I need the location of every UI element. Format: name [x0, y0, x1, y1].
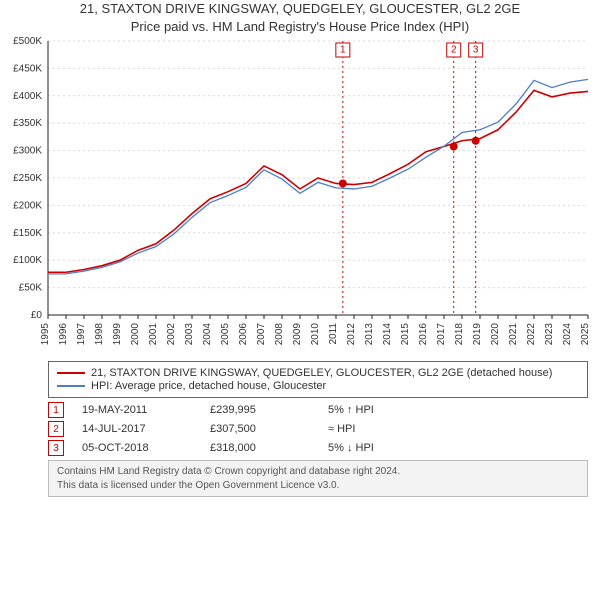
event-date: 05-OCT-2018 — [82, 442, 192, 454]
event-note: 5% ↓ HPI — [328, 442, 588, 454]
svg-text:2008: 2008 — [274, 323, 285, 346]
svg-text:2001: 2001 — [148, 323, 159, 346]
svg-text:1995: 1995 — [40, 323, 51, 346]
svg-text:2014: 2014 — [382, 323, 393, 346]
svg-text:£250K: £250K — [13, 173, 42, 184]
svg-text:£0: £0 — [31, 310, 43, 321]
title-line-1: 21, STAXTON DRIVE KINGSWAY, QUEDGELEY, G… — [0, 0, 600, 18]
svg-text:1999: 1999 — [112, 323, 123, 346]
event-number-box: 1 — [48, 402, 64, 418]
svg-text:2024: 2024 — [562, 323, 573, 346]
legend-swatch — [57, 372, 85, 374]
svg-text:1: 1 — [340, 45, 346, 56]
svg-text:2013: 2013 — [364, 323, 375, 346]
svg-text:2023: 2023 — [544, 323, 555, 346]
event-note: ≈ HPI — [328, 423, 588, 435]
event-date: 19-MAY-2011 — [82, 404, 192, 416]
svg-text:2006: 2006 — [238, 323, 249, 346]
chart-svg: £0 £50K £100K £150K £200K £250K £300K £350K £400… — [0, 35, 600, 355]
svg-text:2002: 2002 — [166, 323, 177, 346]
legend-label: 21, STAXTON DRIVE KINGSWAY, QUEDGELEY, G… — [91, 367, 552, 379]
svg-text:2: 2 — [451, 45, 457, 56]
svg-text:2010: 2010 — [310, 323, 321, 346]
svg-text:£50K: £50K — [19, 283, 43, 294]
event-row: 2 14-JUL-2017 £307,500 ≈ HPI — [48, 421, 588, 437]
svg-text:2003: 2003 — [184, 323, 195, 346]
svg-text:2000: 2000 — [130, 323, 141, 346]
event-number-box: 3 — [48, 440, 64, 456]
event-note: 5% ↑ HPI — [328, 404, 588, 416]
svg-text:2011: 2011 — [328, 323, 339, 345]
svg-text:2019: 2019 — [472, 323, 483, 346]
legend-row: HPI: Average price, detached house, Glou… — [57, 380, 579, 392]
svg-text:2022: 2022 — [526, 323, 537, 346]
svg-text:2004: 2004 — [202, 323, 213, 346]
event-row: 3 05-OCT-2018 £318,000 5% ↓ HPI — [48, 440, 588, 456]
svg-text:£450K: £450K — [13, 63, 42, 74]
event-number-box: 2 — [48, 421, 64, 437]
svg-text:£350K: £350K — [13, 118, 42, 129]
legend-box: 21, STAXTON DRIVE KINGSWAY, QUEDGELEY, G… — [48, 361, 588, 398]
svg-text:£100K: £100K — [13, 255, 42, 266]
svg-text:£200K: £200K — [13, 200, 42, 211]
svg-text:2009: 2009 — [292, 323, 303, 346]
svg-text:1997: 1997 — [76, 323, 87, 346]
title-line-2: Price paid vs. HM Land Registry's House … — [0, 18, 600, 36]
svg-text:2020: 2020 — [490, 323, 501, 346]
event-price: £318,000 — [210, 442, 310, 454]
chart-area: £0 £50K £100K £150K £200K £250K £300K £350K £400… — [0, 35, 600, 355]
svg-text:£400K: £400K — [13, 91, 42, 102]
svg-text:2007: 2007 — [256, 323, 267, 346]
svg-text:2021: 2021 — [508, 323, 519, 346]
event-date: 14-JUL-2017 — [82, 423, 192, 435]
svg-text:2018: 2018 — [454, 323, 465, 346]
svg-text:£300K: £300K — [13, 146, 42, 157]
event-row: 1 19-MAY-2011 £239,995 5% ↑ HPI — [48, 402, 588, 418]
svg-text:2017: 2017 — [436, 323, 447, 346]
legend-label: HPI: Average price, detached house, Glou… — [91, 380, 326, 392]
svg-text:1996: 1996 — [58, 323, 69, 346]
svg-text:2025: 2025 — [580, 323, 591, 346]
legend-swatch — [57, 385, 85, 387]
svg-text:£150K: £150K — [13, 228, 42, 239]
svg-text:2012: 2012 — [346, 323, 357, 346]
event-price: £239,995 — [210, 404, 310, 416]
footer-line-2: This data is licensed under the Open Gov… — [57, 479, 579, 493]
svg-text:2005: 2005 — [220, 323, 231, 346]
svg-text:2015: 2015 — [400, 323, 411, 346]
legend-row: 21, STAXTON DRIVE KINGSWAY, QUEDGELEY, G… — [57, 367, 579, 379]
svg-text:£500K: £500K — [13, 36, 42, 47]
svg-text:2016: 2016 — [418, 323, 429, 346]
event-price: £307,500 — [210, 423, 310, 435]
svg-text:1998: 1998 — [94, 323, 105, 346]
footer-box: Contains HM Land Registry data © Crown c… — [48, 460, 588, 497]
svg-text:3: 3 — [473, 45, 479, 56]
events-box: 1 19-MAY-2011 £239,995 5% ↑ HPI 2 14-JUL-2017… — [48, 402, 588, 456]
footer-line-1: Contains HM Land Registry data © Crown c… — [57, 465, 579, 479]
